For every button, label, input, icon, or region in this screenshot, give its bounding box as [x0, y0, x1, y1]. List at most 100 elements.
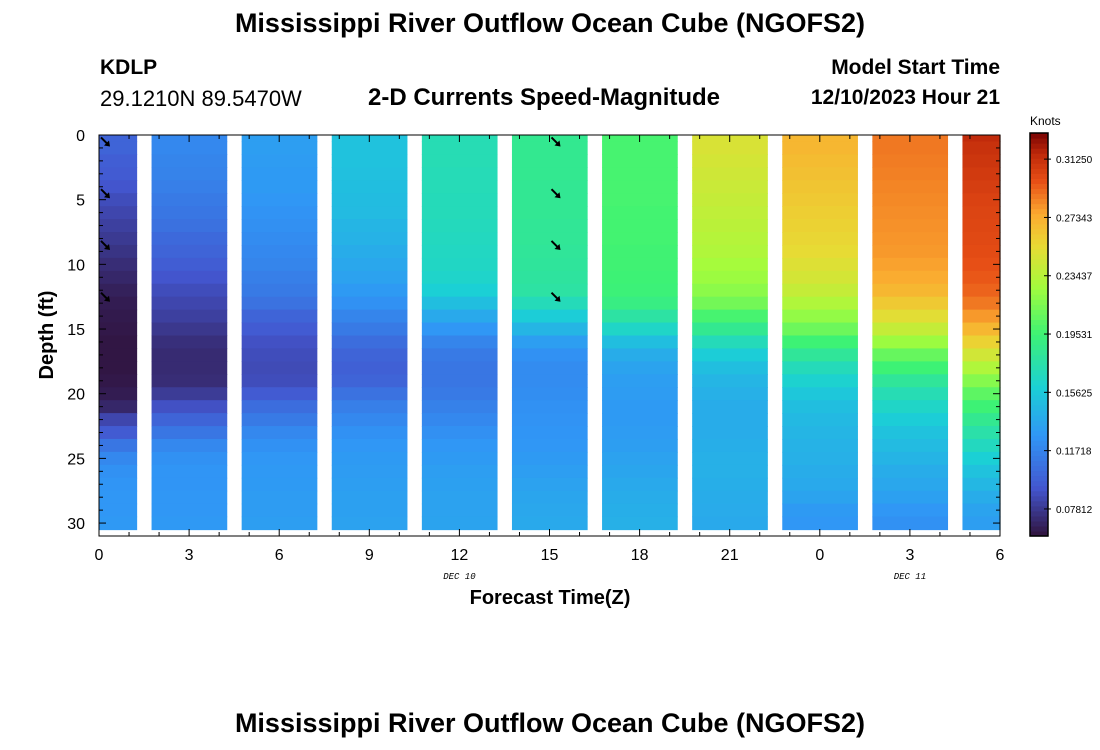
current-arrow-head [554, 140, 561, 147]
heatmap-cell [872, 167, 949, 181]
heatmap-cell [692, 180, 768, 194]
heatmap-cell [692, 361, 768, 375]
heatmap-cell [602, 219, 678, 233]
colorbar-segment [1030, 359, 1048, 366]
heatmap-cell [99, 283, 138, 298]
heatmap-cell [782, 219, 858, 233]
heatmap-cell [602, 322, 678, 337]
heatmap-cell [241, 348, 318, 362]
heatmap-cell [511, 516, 588, 531]
y-axis-label: Depth (ft) [36, 291, 58, 380]
heatmap-cell [331, 193, 408, 207]
heatmap-cell [872, 387, 949, 401]
heatmap-cell [99, 426, 138, 440]
heatmap-cell [421, 413, 498, 427]
heatmap-cell [241, 374, 318, 388]
colorbar-segment [1030, 369, 1048, 376]
heatmap-cell [602, 503, 678, 518]
heatmap-cell [782, 232, 858, 246]
heatmap-cell [331, 387, 408, 401]
heatmap-cell [331, 322, 408, 337]
colorbar-segment [1030, 455, 1048, 462]
heatmap-cell [602, 206, 678, 220]
heatmap-cell [511, 257, 588, 272]
heatmap-cell [962, 322, 1001, 337]
colorbar-segment [1030, 465, 1048, 472]
heatmap-cell [421, 503, 498, 518]
heatmap-cell [962, 335, 1001, 350]
heatmap-cell [151, 283, 228, 298]
heatmap-cell [692, 219, 768, 233]
heatmap-cell [962, 270, 1001, 285]
heatmap-cell [99, 296, 138, 311]
heatmap-cell [421, 141, 498, 156]
heatmap-cell [602, 244, 678, 259]
heatmap-cell [602, 257, 678, 272]
heatmap-cell [511, 503, 588, 518]
heatmap-cell [782, 464, 858, 479]
colorbar-segment [1030, 389, 1048, 396]
heatmap-cell [241, 438, 318, 453]
date-label: DEC 11 [894, 572, 926, 582]
heatmap-cell [241, 400, 318, 414]
heatmap-cell [331, 374, 408, 388]
heatmap-cell [782, 283, 858, 298]
heatmap-cell [782, 244, 858, 259]
heatmap-cell [782, 322, 858, 337]
heatmap-cell [99, 503, 138, 518]
heatmap-cell [602, 387, 678, 401]
heatmap-cell [872, 413, 949, 427]
heatmap-cell [872, 451, 949, 466]
heatmap-cell [511, 348, 588, 362]
station-id: KDLP [100, 56, 158, 79]
heatmap-cell [241, 193, 318, 207]
heatmap-cell [872, 438, 949, 453]
colorbar-segment [1030, 470, 1048, 477]
heatmap-cell [331, 180, 408, 194]
heatmap-cell [872, 219, 949, 233]
model-start-label: Model Start Time [831, 56, 1000, 79]
heatmap-cell [331, 477, 408, 492]
heatmap-cell [99, 270, 138, 285]
y-tick-label: 0 [76, 128, 85, 145]
model-start-value: 12/10/2023 Hour 21 [810, 86, 1000, 109]
colorbar-segment [1030, 203, 1048, 210]
heatmap-cell [962, 244, 1001, 259]
colorbar-segment [1030, 485, 1048, 492]
heatmap-cell [782, 438, 858, 453]
colorbar-segment [1030, 440, 1048, 446]
heatmap-cell [872, 322, 949, 337]
heatmap-cells [99, 135, 1001, 531]
heatmap-cell [421, 361, 498, 375]
date-label: DEC 10 [443, 572, 476, 582]
heatmap-cell [151, 335, 228, 350]
heatmap-cell [241, 464, 318, 479]
heatmap-cell [962, 464, 1001, 479]
heatmap-cell [241, 270, 318, 285]
heatmap-cell [241, 413, 318, 427]
heatmap-cell [872, 141, 949, 156]
colorbar-segment [1030, 309, 1048, 315]
heatmap-cell [99, 154, 138, 168]
colorbar-tick-label: 0.19531 [1056, 330, 1093, 341]
heatmap-cell [331, 361, 408, 375]
heatmap-cell [241, 451, 318, 466]
heatmap-cell [872, 154, 949, 168]
heatmap-cell [782, 413, 858, 427]
heatmap-cell [241, 232, 318, 246]
heatmap-cell [692, 244, 768, 259]
colorbar-segment [1030, 394, 1048, 401]
heatmap-cell [99, 477, 138, 492]
heatmap-cell [872, 348, 949, 362]
colorbar-segment [1030, 354, 1048, 361]
heatmap-cell [331, 413, 408, 427]
current-arrow-head [104, 243, 110, 250]
heatmap-cell [962, 451, 1001, 466]
heatmap-cell [872, 426, 949, 440]
colorbar-segment [1030, 475, 1048, 482]
station-coordinates: 29.1210N 89.5470W [100, 86, 302, 111]
heatmap-cell [872, 464, 949, 479]
colorbar-segment [1030, 344, 1048, 351]
heatmap-cell [602, 477, 678, 492]
colorbar-segment [1030, 223, 1048, 230]
